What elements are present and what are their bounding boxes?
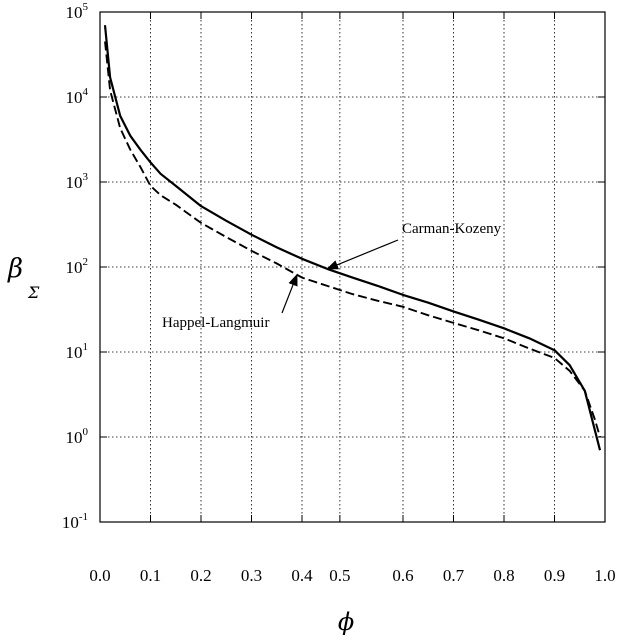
x-tick-label: 0.3: [241, 566, 262, 585]
x-tick-label: 0.7: [443, 566, 465, 585]
y-axis-label-subscript: Σ: [27, 283, 40, 302]
x-tick-label: 0.8: [493, 566, 514, 585]
y-tick-label: 102: [66, 256, 89, 277]
y-tick-label: 10-1: [62, 511, 88, 532]
y-tick-labels: 105 104 103 102 101 100 10-1: [62, 1, 89, 532]
grid-lines: [100, 12, 605, 522]
x-tick-label: 0.1: [140, 566, 161, 585]
y-tick-label: 104: [66, 86, 89, 107]
annotation-label-carman-kozeny: Carman-Kozeny: [402, 221, 502, 237]
y-axis-label-main: β: [7, 254, 23, 284]
x-tick-label: 0.2: [190, 566, 211, 585]
series-line-carman-kozeny: [103, 25, 602, 451]
annotation-arrow-carman-kozeny: [326, 239, 399, 270]
y-tick-label: 100: [66, 426, 89, 447]
x-tick-label: 1.0: [594, 566, 615, 585]
x-tick-label: 0.9: [544, 566, 565, 585]
y-tick-label: 105: [66, 1, 89, 22]
annotation-arrow-happel-langmuir: [281, 273, 298, 314]
annotations: Carman-Kozeny Happel-Langmuir: [162, 221, 502, 331]
x-tick-label: 0.4: [291, 566, 313, 585]
series-line-happel-langmuir: [104, 41, 601, 438]
x-axis-label: ϕ: [338, 608, 354, 636]
series-lines: [103, 25, 602, 451]
y-axis-label: β: [7, 254, 23, 284]
y-tick-label: 103: [66, 171, 89, 192]
tick-marks: [99, 11, 606, 523]
x-tick-label: 0.0: [89, 566, 110, 585]
x-tick-label: 0.6: [392, 566, 413, 585]
y-tick-label: 101: [66, 341, 89, 362]
x-tick-label: 0.5: [329, 566, 350, 585]
x-tick-labels: 0.0 0.1 0.2 0.3 0.4 0.5 0.6 0.7 0.8 0.9 1.0: [89, 566, 615, 585]
annotation-label-happel-langmuir: Happel-Langmuir: [162, 315, 269, 331]
